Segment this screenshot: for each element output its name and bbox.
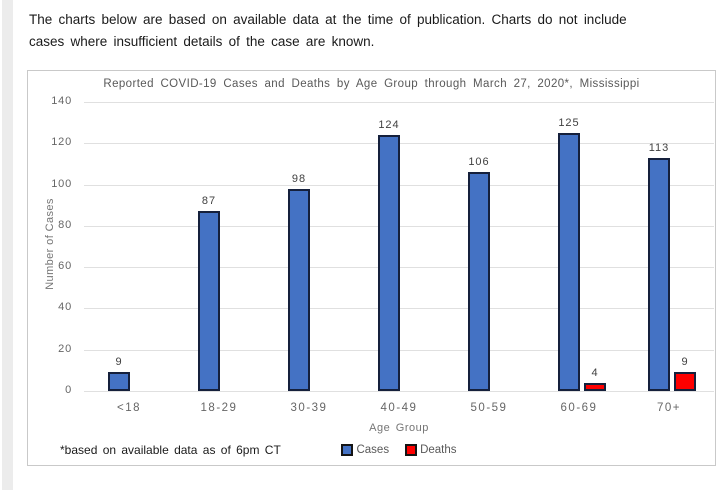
- y-tick-label-120: 120: [51, 136, 72, 149]
- bar-value-cases-0: 9: [115, 356, 123, 369]
- bar-value-cases-5: 125: [558, 116, 580, 129]
- y-tick-label-140: 140: [51, 95, 72, 107]
- chart-card: Reported COVID-19 Cases and Deaths by Ag…: [27, 70, 716, 466]
- x-tick-label-0: <18: [116, 402, 141, 414]
- bar-cases-3: [378, 135, 400, 391]
- bar-value-cases-4: 106: [468, 156, 490, 169]
- legend-swatch-deaths: [405, 444, 418, 456]
- chart-title: Reported COVID-19 Cases and Deaths by Ag…: [103, 78, 640, 90]
- y-tick-label-80: 80: [58, 218, 72, 231]
- bar-cases-0: [108, 372, 130, 391]
- bar-value-cases-1: 87: [201, 195, 217, 208]
- bar-cases-6: [648, 157, 670, 391]
- x-tick-label-6: 70+: [656, 402, 681, 414]
- bar-value-cases-6: 113: [648, 141, 670, 154]
- legend-label-deaths: Deaths: [420, 444, 457, 456]
- bar-value-deaths-5: 4: [591, 366, 599, 379]
- scrollbar-track[interactable]: [2, 0, 13, 490]
- chart-legend: Cases Deaths: [84, 444, 714, 456]
- legend-item-deaths: Deaths: [405, 444, 457, 456]
- x-axis-title: Age Group: [369, 422, 429, 434]
- x-tick-label-1: 18-29: [200, 402, 238, 414]
- x-tick-label-5: 60-69: [560, 402, 598, 414]
- bar-value-cases-2: 98: [291, 172, 307, 185]
- bar-value-cases-3: 124: [378, 119, 400, 132]
- y-tick-label-40: 40: [58, 301, 72, 314]
- gridline-0: [84, 391, 714, 392]
- chart-footnote: *based on available data as of 6pm CT: [60, 443, 281, 457]
- x-tick-label-4: 50-59: [470, 402, 508, 414]
- y-axis-title: Number of Cases: [44, 198, 56, 290]
- y-tick-label-20: 20: [58, 342, 72, 355]
- intro-line-1: The charts below are based on available …: [29, 12, 627, 27]
- bar-cases-5: [558, 132, 580, 391]
- legend-swatch-cases: [341, 444, 354, 456]
- bar-value-deaths-6: 9: [681, 356, 689, 369]
- x-tick-label-3: 40-49: [380, 402, 418, 414]
- x-tick-label-2: 30-39: [290, 402, 328, 414]
- intro-line-2: cases where insufficient details of the …: [29, 34, 375, 49]
- y-tick-label-0: 0: [65, 384, 72, 396]
- y-tick-label-100: 100: [51, 177, 72, 190]
- legend-item-cases: Cases: [341, 444, 389, 456]
- bar-cases-4: [468, 172, 490, 391]
- bar-deaths-5: [584, 382, 606, 391]
- legend-label-cases: Cases: [356, 444, 390, 456]
- bar-deaths-6: [674, 372, 696, 391]
- y-tick-label-60: 60: [58, 260, 72, 273]
- bar-cases-1: [198, 211, 220, 391]
- gridline-140: [84, 102, 714, 103]
- bar-cases-2: [288, 188, 310, 391]
- intro-paragraph: The charts below are based on available …: [29, 9, 627, 53]
